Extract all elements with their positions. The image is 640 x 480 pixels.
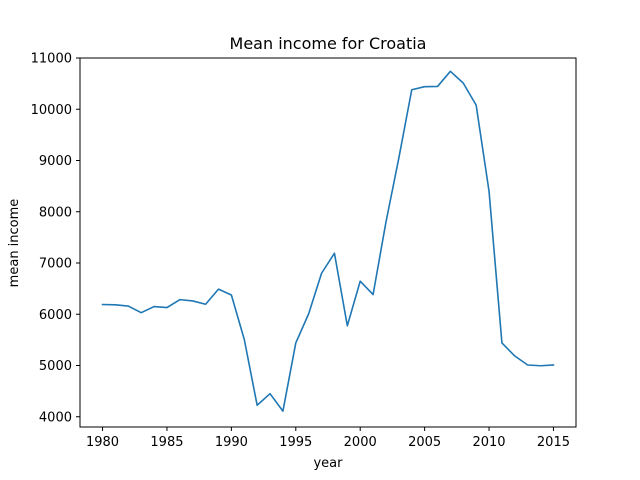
axes-frame [79,57,577,428]
x-tick-label: 1980 [86,435,119,450]
x-axis: 1980 1985 1990 1995 2000 2005 2010 2015 [86,427,570,450]
y-tick-label: 6000 [39,308,72,323]
x-tick-label: 1990 [215,435,248,450]
y-tick-label: 5000 [39,359,72,374]
x-tick-label: 2005 [408,435,441,450]
chart-title: Mean income for Croatia [230,34,427,53]
x-tick-label: 1995 [279,435,312,450]
x-tick-label: 2015 [537,435,570,450]
y-axis: 4000 5000 6000 7000 8000 9000 10000 11000 [31,52,80,425]
y-tick-label: 10000 [31,103,72,118]
series-line [101,70,555,412]
y-tick-label: 8000 [39,205,72,220]
x-tick-label: 2000 [344,435,377,450]
y-tick-label: 4000 [39,410,72,425]
plot-area [79,57,577,428]
y-tick-label: 11000 [31,52,72,67]
x-tick-label: 1985 [150,435,183,450]
x-axis-label: year [313,456,343,471]
x-tick-label: 2010 [472,435,505,450]
y-axis-label: mean income [7,199,22,288]
y-tick-label: 7000 [39,257,72,272]
y-tick-label: 9000 [39,154,72,169]
